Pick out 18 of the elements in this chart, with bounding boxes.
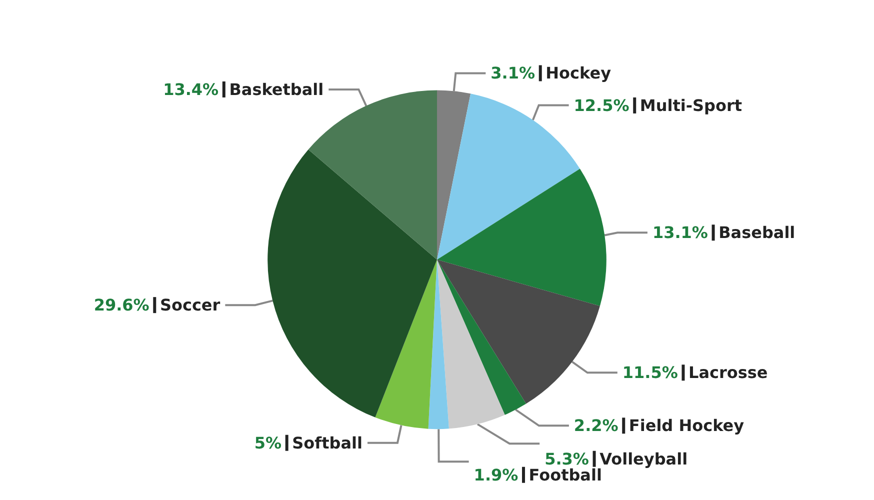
data-label: 13.1% [652, 223, 708, 242]
slice-label: Hockey [546, 64, 612, 83]
slice-label: Volleyball [600, 449, 688, 468]
data-label: 3.1% [490, 64, 536, 83]
slice-label: Field Hockey [628, 416, 745, 436]
slice-label: Baseball [718, 223, 796, 242]
slice-label: Soccer [160, 296, 220, 315]
data-label: 5% [254, 433, 282, 452]
slice-label: Multi-Sport [640, 96, 742, 115]
data-label: 1.9% [474, 465, 518, 484]
data-label: 2.2% [574, 416, 618, 436]
data-label: 12.5% [574, 96, 630, 115]
slice-label: Softball [292, 433, 362, 452]
slice-label: Basketball [229, 80, 324, 99]
slice-label: Lacrosse [688, 363, 768, 382]
data-label: 13.4% [163, 80, 219, 99]
data-label: 11.5% [622, 363, 678, 382]
data-label: 29.6% [94, 296, 150, 315]
